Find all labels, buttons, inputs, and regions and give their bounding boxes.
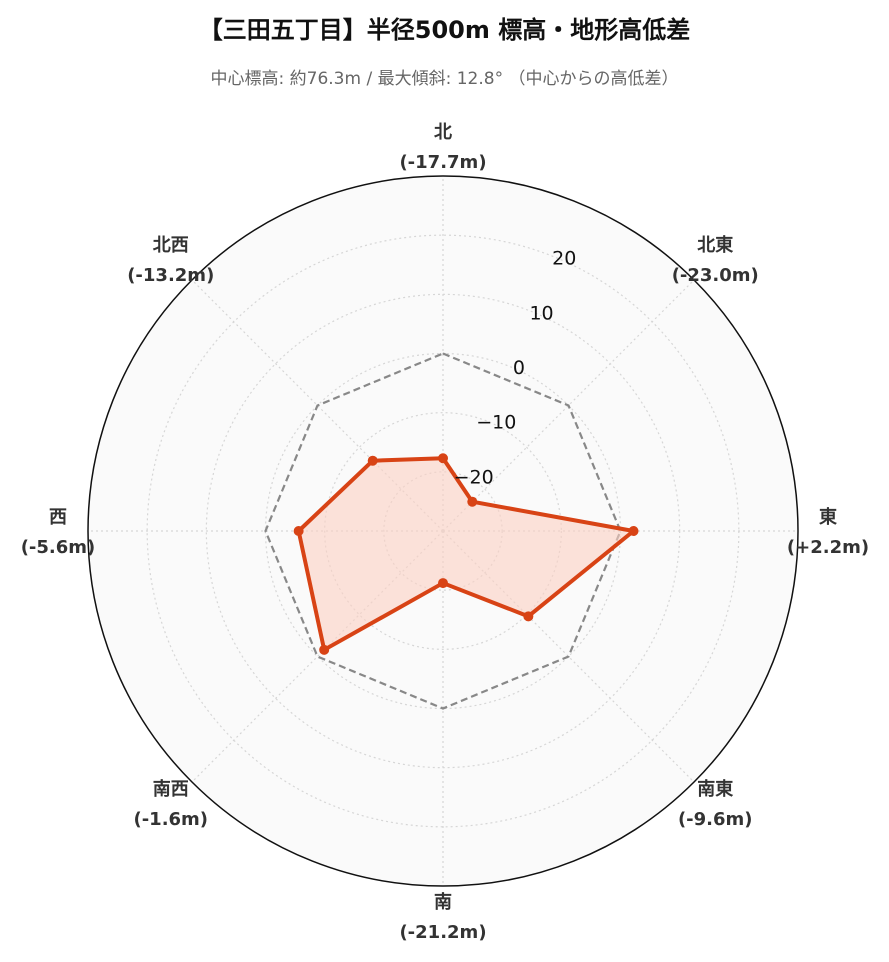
direction-value-label: (-23.0m) [672,265,759,286]
data-point [319,644,330,655]
series-layer [293,453,639,655]
direction-name: 北 [434,122,452,143]
data-point [628,526,639,536]
chart-title: 【三田五丁目】半径500m 標高・地形高低差 [198,16,691,44]
reference-layer [264,352,622,710]
direction-value-label: (-17.7m) [399,152,486,173]
direction-value-label: (+2.2m) [787,537,869,558]
grid-spoke [191,279,444,532]
data-point [438,453,448,464]
direction-name: 西 [49,507,67,528]
data-point [293,526,304,536]
direction-label: 西 (-5.6m) [21,507,96,558]
data-point [467,496,478,507]
radial-tick-label: 0 [513,357,525,379]
grid-spokes [88,176,798,886]
direction-label: 北西 (-13.2m) [127,235,214,286]
direction-value-label: (-5.6m) [21,537,96,558]
radial-tick-label: 20 [552,248,576,270]
direction-name: 南 [434,891,452,913]
direction-label: 南東 (-9.6m) [678,778,753,830]
grid-spoke [442,530,695,783]
direction-value-label: (-13.2m) [127,265,214,286]
data-point [523,611,534,622]
data-point [438,578,448,589]
radial-tick-label: 10 [529,302,553,324]
grid-spoke [191,530,444,783]
direction-label: 東 (+2.2m) [787,506,869,558]
outer-ring [87,175,799,887]
direction-value-label: (-1.6m) [133,809,208,830]
direction-name: 北東 [697,234,733,256]
direction-name: 南東 [697,778,733,800]
reference-line-zero [264,352,622,710]
data-point [367,455,378,466]
direction-value-label: (-9.6m) [678,809,753,830]
tick-labels: −20 −10 0 10 20 [454,248,577,489]
direction-label: 南西 (-1.6m) [133,778,208,830]
direction-label: 北 (-17.7m) [399,122,486,173]
direction-label: 南 (-21.2m) [399,891,486,943]
direction-name: 北西 [153,235,189,256]
direction-value-label: (-21.2m) [399,922,486,943]
radial-tick-label: −20 [454,466,494,488]
direction-label: 北東 (-23.0m) [672,234,759,286]
radial-tick-label: −10 [476,412,516,434]
grid-spoke [442,279,695,532]
chart-subtitle: 中心標高: 約76.3m / 最大傾斜: 12.8° （中心からの高低差） [210,69,679,89]
series-area [298,458,634,650]
direction-name: 南西 [153,778,189,800]
direction-labels: 北 (-17.7m) 北東 (-23.0m) 東 (+2.2m) 南東 (-9.6m) 南 (-2… [21,122,869,943]
direction-name: 東 [819,506,837,528]
